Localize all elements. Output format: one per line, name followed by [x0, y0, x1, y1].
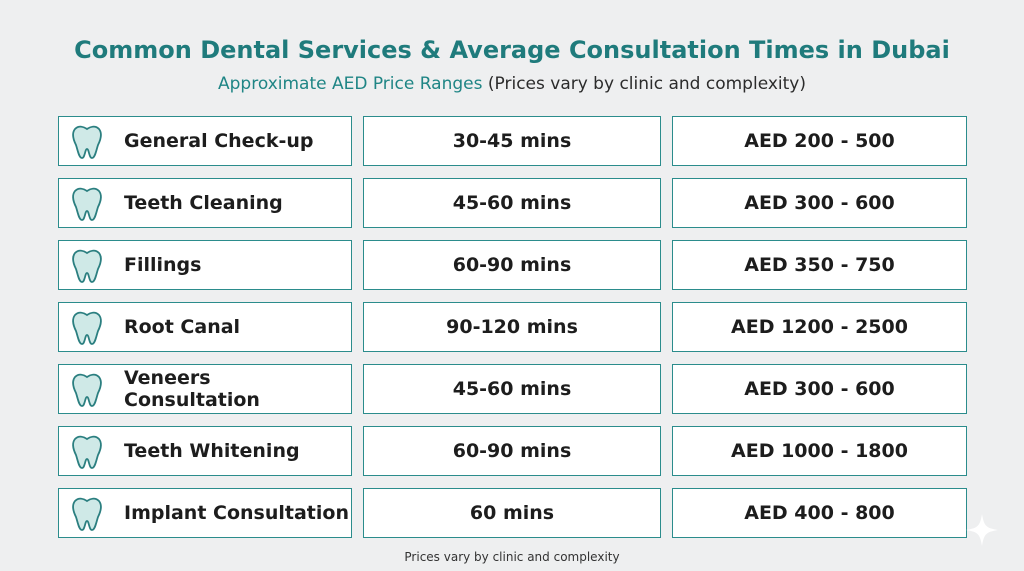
- duration: 60-90 mins: [452, 254, 572, 276]
- service-name: Teeth Cleaning: [124, 192, 283, 214]
- table-cell: AED 400 - 800: [672, 488, 967, 538]
- tooth-icon: [72, 497, 102, 531]
- duration: 45-60 mins: [452, 192, 572, 214]
- footer: Prices vary by clinic and complexity: [404, 550, 620, 564]
- tooth-icon: [72, 435, 102, 469]
- table-cell: 60-90 mins: [363, 426, 661, 476]
- table-cell: Implant Consultation: [58, 488, 352, 538]
- subtitle-note: (Prices vary by clinic and complexity): [487, 74, 806, 94]
- tooth-icon: [72, 187, 102, 221]
- table-cell: AED 350 - 750: [672, 240, 967, 290]
- table-cell: 90-120 mins: [363, 302, 661, 352]
- table-cell: Teeth Cleaning: [58, 178, 352, 228]
- table-cell: Fillings: [58, 240, 352, 290]
- table-cell: AED 200 - 500: [672, 116, 967, 166]
- service-name: Root Canal: [124, 316, 241, 338]
- title: Common Dental Services & Average Consult…: [74, 36, 950, 64]
- service-name: General Check-up: [124, 130, 314, 152]
- subtitle: Approximate AED Price Ranges (Prices var…: [0, 74, 1024, 94]
- service-name: Veneers Consultation: [124, 367, 260, 411]
- duration: 30-45 mins: [452, 130, 572, 152]
- tooth-icon: [72, 249, 102, 283]
- price-range: AED 1000 - 1800: [731, 440, 908, 462]
- table-cell: 45-60 mins: [363, 364, 661, 414]
- table-cell: AED 300 - 600: [672, 364, 967, 414]
- service-name: Fillings: [124, 254, 202, 276]
- tooth-icon: [72, 311, 102, 345]
- sparkle-icon: [966, 514, 998, 546]
- duration: 45-60 mins: [452, 378, 572, 400]
- service-name: Teeth Whitening: [124, 440, 300, 462]
- duration: 90-120 mins: [446, 316, 578, 338]
- table-cell: Root Canal: [58, 302, 352, 352]
- price-range: AED 300 - 600: [744, 378, 895, 400]
- table-cell: General Check-up: [58, 116, 352, 166]
- table-cell: 45-60 mins: [363, 178, 661, 228]
- table-cell: 60-90 mins: [363, 240, 661, 290]
- table-cell: Veneers Consultation: [58, 364, 352, 414]
- table-cell: Teeth Whitening: [58, 426, 352, 476]
- price-range: AED 300 - 600: [744, 192, 895, 214]
- tooth-icon: [72, 373, 102, 407]
- table-cell: AED 300 - 600: [672, 178, 967, 228]
- price-range: AED 350 - 750: [744, 254, 895, 276]
- price-range: AED 200 - 500: [744, 130, 895, 152]
- table-cell: AED 1200 - 2500: [672, 302, 967, 352]
- subtitle-highlight: Approximate AED Price Ranges: [218, 74, 483, 94]
- table-cell: 30-45 mins: [363, 116, 661, 166]
- service-name: Implant Consultation: [124, 502, 349, 524]
- table-cell: AED 1000 - 1800: [672, 426, 967, 476]
- duration: 60-90 mins: [452, 440, 572, 462]
- table-cell: 60 mins: [363, 488, 661, 538]
- price-range: AED 400 - 800: [744, 502, 895, 524]
- duration: 60 mins: [469, 502, 555, 524]
- tooth-icon: [72, 125, 102, 159]
- price-range: AED 1200 - 2500: [731, 316, 908, 338]
